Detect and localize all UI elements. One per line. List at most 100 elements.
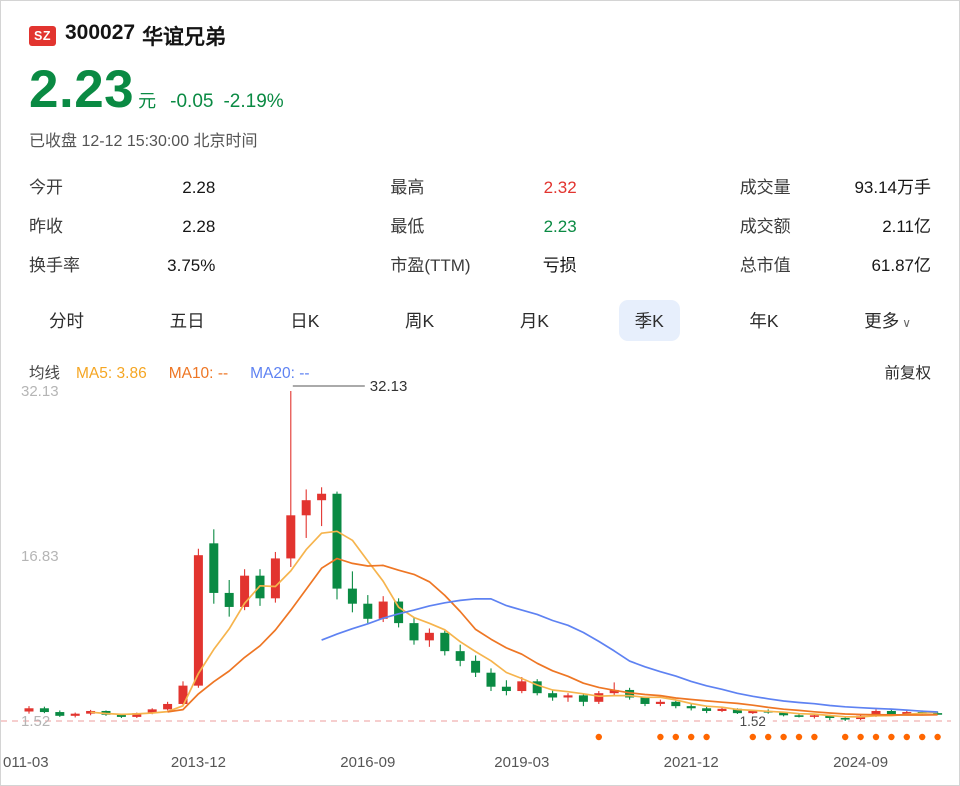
page-title: 300027 华谊兄弟 — [65, 21, 226, 51]
tab-daily-k[interactable]: 日K — [290, 311, 320, 332]
tab-more[interactable]: 更多 ∨ — [848, 300, 927, 341]
candle-body — [424, 632, 434, 641]
candle-body — [178, 685, 188, 704]
event-dot — [703, 733, 710, 741]
candle-body — [671, 701, 681, 707]
event-dot — [657, 733, 664, 741]
event-dot — [672, 733, 679, 741]
stats-column-1: 今开 2.28 昨收 2.28 换手率 3.75% — [29, 173, 215, 276]
tab-quarterly-k[interactable]: 季K — [618, 300, 680, 342]
price-change: -0.05 — [170, 91, 214, 112]
candle-body — [501, 686, 511, 692]
period-tabs: 分时 五日 日K 周K 月K 季K 年K 更多 ∨ — [1, 276, 959, 342]
ma20-label: MA20: — [250, 365, 295, 383]
stat-amount: 成交额 2.11亿 — [740, 212, 931, 237]
event-dot — [919, 733, 926, 741]
candlestick-chart[interactable]: 32.13 16.83 1.52 1.52 32.13 011-03 2013-12 2016… — [1, 367, 960, 785]
candle-body — [363, 603, 373, 619]
tab-more-label: 更多 — [864, 311, 900, 332]
candle-body — [286, 515, 296, 559]
tab-yearly-k[interactable]: 年K — [749, 311, 779, 332]
candle-body — [902, 712, 912, 715]
event-dot — [595, 733, 602, 741]
y-axis-label: 32.13 — [21, 383, 59, 400]
low-label-backing — [732, 714, 773, 728]
ma-legend-prefix: 均线 — [29, 365, 61, 383]
candle-body — [317, 493, 327, 501]
event-dot — [888, 733, 895, 741]
tab-minute[interactable]: 分时 — [49, 311, 84, 332]
candle-body — [55, 712, 65, 716]
price-change-percent: -2.19% — [223, 91, 284, 112]
stat-value: 2.23 — [543, 217, 577, 237]
candle-body — [686, 706, 696, 709]
candle-body — [517, 681, 527, 692]
candle-body — [39, 708, 49, 713]
event-dot — [811, 733, 818, 741]
stat-market-cap: 总市值 61.87亿 — [740, 251, 931, 276]
price-unit: 元 — [138, 91, 157, 111]
ma5-legend: MA5: 3.86 — [76, 365, 147, 383]
candle-body — [702, 708, 712, 711]
header: SZ 300027 华谊兄弟 — [1, 1, 959, 51]
candle-body — [147, 709, 157, 714]
candle-body — [609, 689, 619, 694]
ma20-line — [321, 597, 938, 713]
x-axis-label: 2016-09 — [340, 754, 395, 771]
candle-body — [70, 713, 80, 716]
stat-label: 总市值 — [739, 256, 791, 276]
stat-value: 亏损 — [542, 256, 577, 276]
x-axis-label: 2013-12 — [171, 754, 226, 771]
x-axis-label: 2021-12 — [664, 754, 719, 771]
event-dot — [780, 733, 787, 741]
ma-legend-row: 均线 MA5: 3.86 MA10: -- MA20: -- 前复权 — [1, 341, 959, 383]
ma10-value: -- — [217, 365, 229, 383]
ma20-legend: MA20: -- — [250, 365, 309, 383]
stat-label: 今开 — [29, 178, 63, 198]
candle-body — [809, 715, 819, 717]
candle-body — [347, 588, 357, 604]
candle-body — [748, 710, 758, 714]
event-dot — [842, 733, 849, 741]
candle-body — [886, 710, 896, 715]
candle-body — [732, 708, 742, 714]
candle-body — [440, 632, 450, 652]
candle-body — [301, 500, 311, 516]
candle-body — [594, 693, 604, 702]
candle-body — [532, 681, 542, 694]
candle-body — [409, 623, 419, 641]
stock-name: 华谊兄弟 — [142, 26, 227, 49]
ma5-value: 3.86 — [116, 365, 147, 383]
stat-label: 最高 — [390, 178, 425, 198]
tab-monthly-k[interactable]: 月K — [519, 311, 549, 332]
candle-body — [563, 695, 573, 698]
x-axis-label: 011-03 — [3, 754, 49, 771]
candle-body — [24, 708, 34, 712]
event-dot — [688, 733, 695, 741]
stat-value: 93.14万手 — [854, 178, 932, 198]
candle-body — [933, 713, 943, 715]
tab-weekly-k[interactable]: 周K — [405, 311, 435, 332]
event-dot — [934, 733, 941, 741]
stat-value: 61.87亿 — [871, 256, 932, 276]
stat-low: 最低 2.23 — [390, 212, 576, 237]
tab-five-day[interactable]: 五日 — [169, 311, 205, 332]
stat-turnover-rate: 换手率 3.75% — [29, 251, 215, 276]
adjust-mode-button[interactable]: 前复权 — [884, 365, 931, 383]
candle-body — [132, 713, 142, 717]
chevron-down-icon: ∨ — [902, 316, 911, 331]
x-axis-label: 2024-09 — [833, 754, 888, 771]
ma10-legend: MA10: -- — [169, 365, 228, 383]
stat-label: 最低 — [390, 217, 425, 237]
candle-body — [455, 651, 465, 661]
candle-body — [378, 601, 388, 619]
ma10-label: MA10: — [168, 365, 214, 383]
candle-body — [548, 693, 558, 698]
candle-body — [193, 555, 203, 686]
event-dot — [765, 733, 772, 741]
exchange-badge: SZ — [29, 26, 56, 46]
candle-body — [578, 695, 588, 702]
stat-label: 成交额 — [739, 217, 791, 237]
stats-column-3: 成交量 93.14万手 成交额 2.11亿 总市值 61.87亿 — [740, 173, 931, 276]
